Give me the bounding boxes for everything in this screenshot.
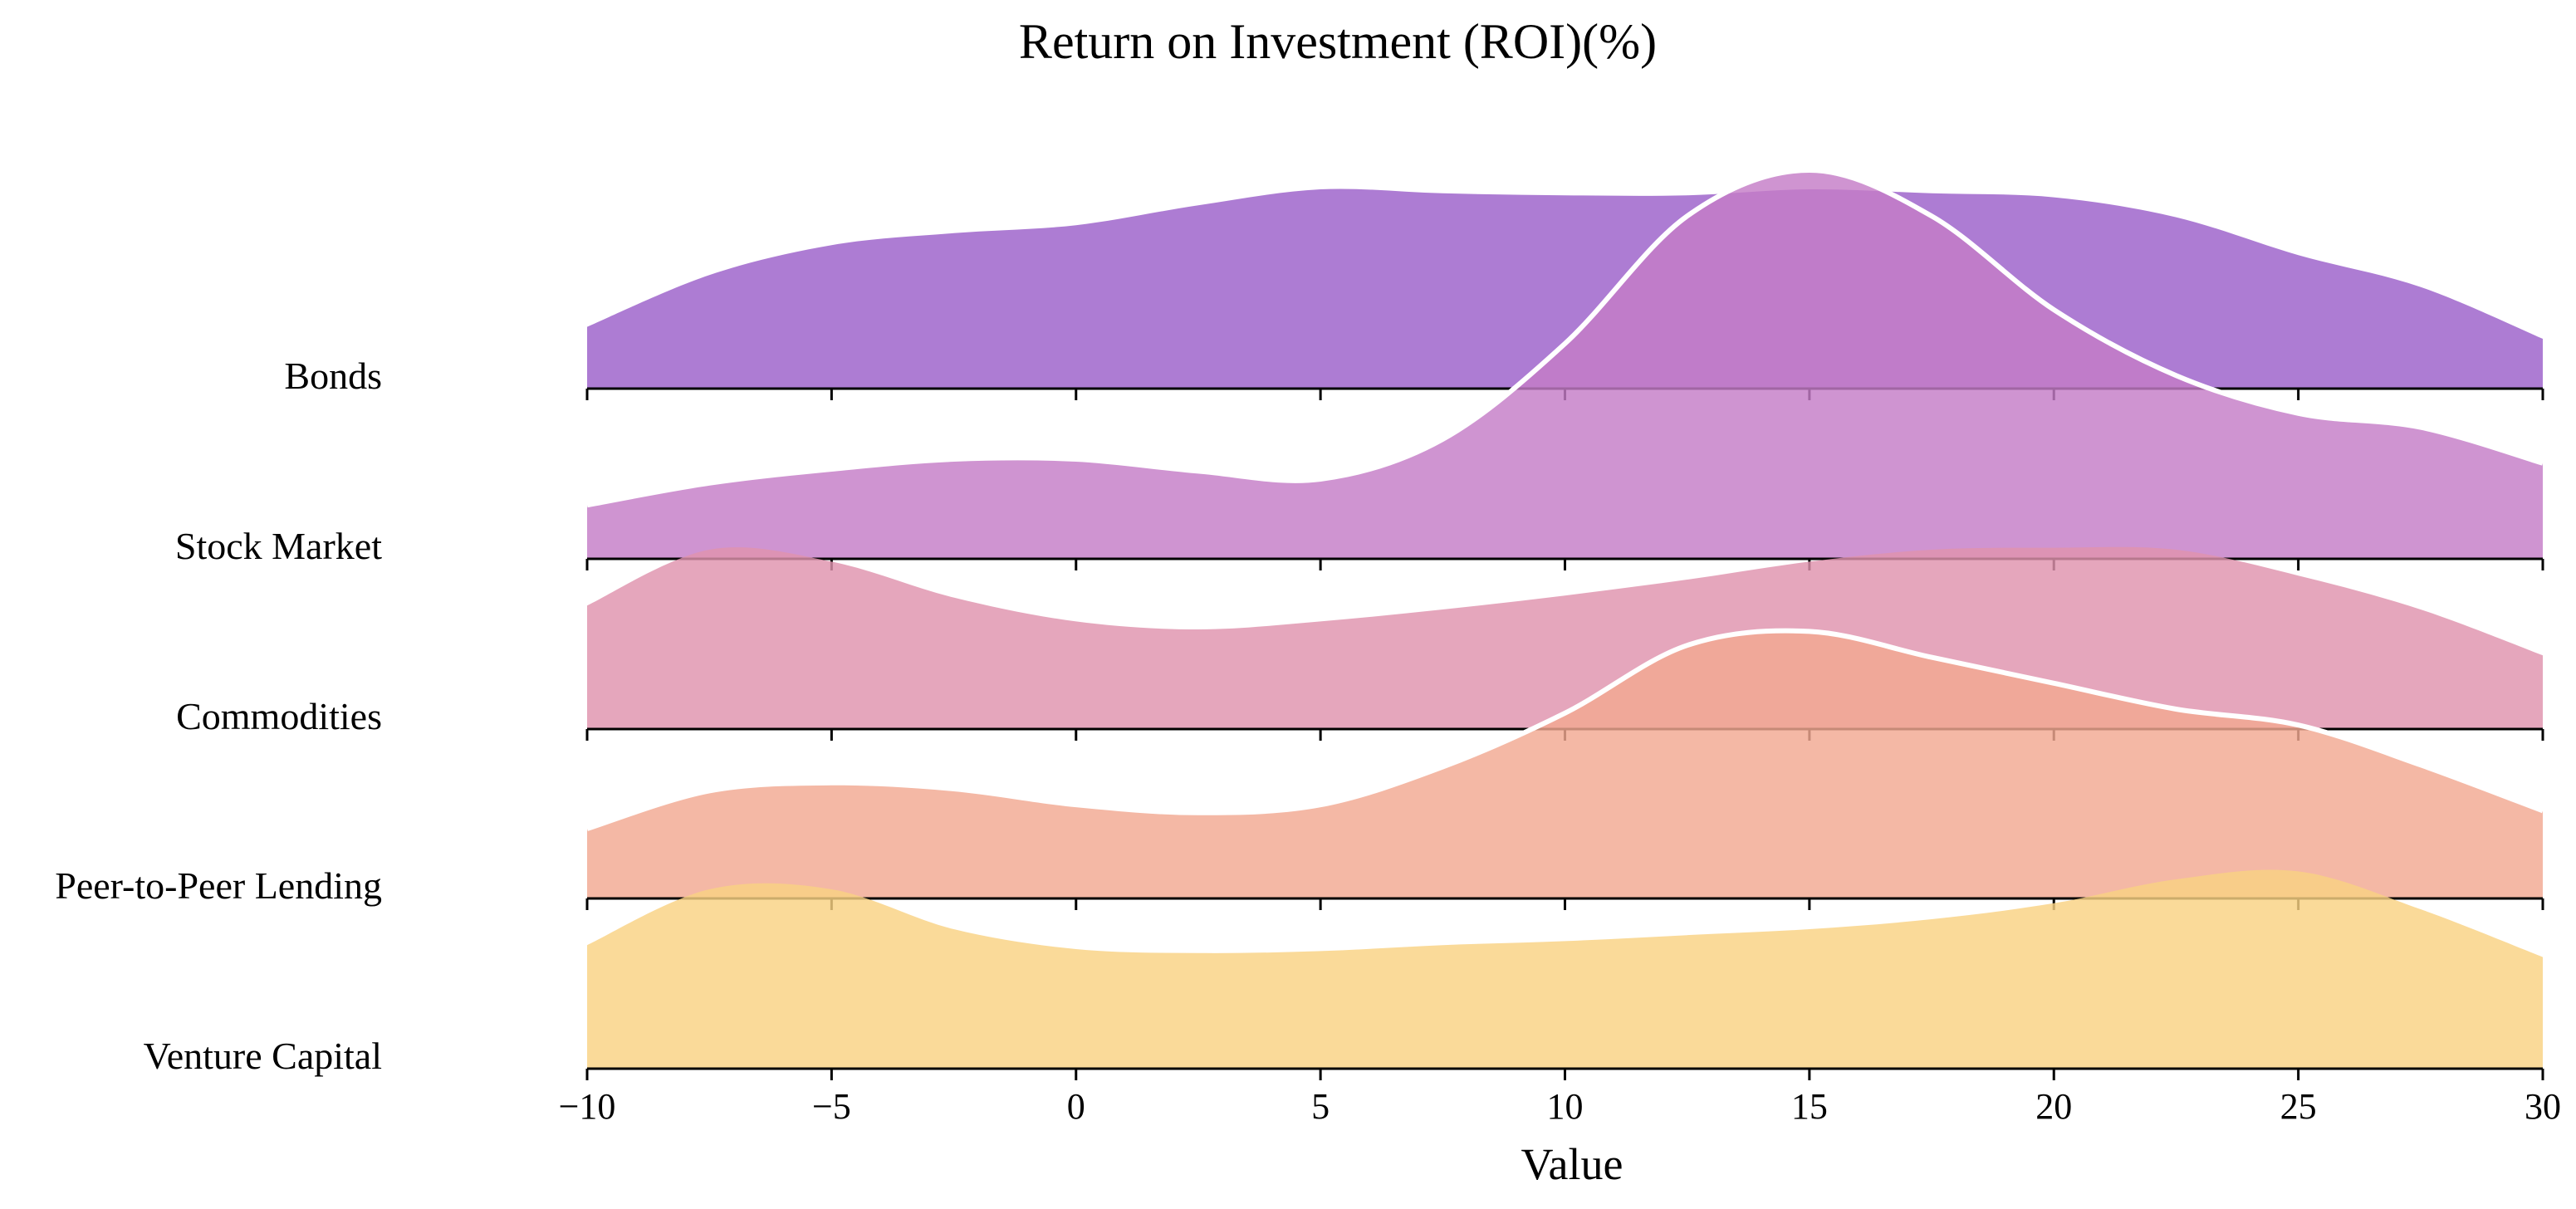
x-axis: −10 −5 0 5 10 15 20 25 30: [559, 1086, 2561, 1127]
x-tick-label: 15: [1791, 1086, 1828, 1127]
x-tick-label: 25: [2280, 1086, 2317, 1127]
category-label-commodities: Commodities: [176, 695, 382, 737]
ridge-venture-capital: [585, 869, 2544, 1080]
chart-title: Return on Investment (ROI)(%): [1019, 14, 1657, 69]
category-label-peer-to-peer-lending: Peer-to-Peer Lending: [55, 864, 382, 907]
x-tick-label: −10: [559, 1086, 616, 1127]
category-label-stock-market: Stock Market: [175, 525, 382, 567]
category-label-bonds: Bonds: [284, 355, 382, 397]
ridges: [585, 167, 2544, 1080]
density-area-commodities: [587, 546, 2543, 729]
x-tick-label: 10: [1547, 1086, 1584, 1127]
x-tick-label: 0: [1067, 1086, 1085, 1127]
category-label-venture-capital: Venture Capital: [144, 1035, 382, 1077]
ridge-peer-to-peer-lending: [585, 628, 2544, 910]
x-axis-label: Value: [1521, 1139, 1623, 1189]
category-labels: Bonds Stock Market Commodities Peer-to-Peer…: [55, 355, 382, 1077]
x-tick-label: −5: [812, 1086, 851, 1127]
density-area-venture-capital: [587, 869, 2543, 1069]
x-tick-label: 20: [2035, 1086, 2072, 1127]
density-area-peer-to-peer-lending: [587, 630, 2543, 898]
density-outline-stock-market: [586, 167, 2544, 508]
x-tick-label: 5: [1311, 1086, 1330, 1127]
density-outline-peer-to-peer-lending: [586, 628, 2544, 831]
x-tick-label: 30: [2525, 1086, 2561, 1127]
